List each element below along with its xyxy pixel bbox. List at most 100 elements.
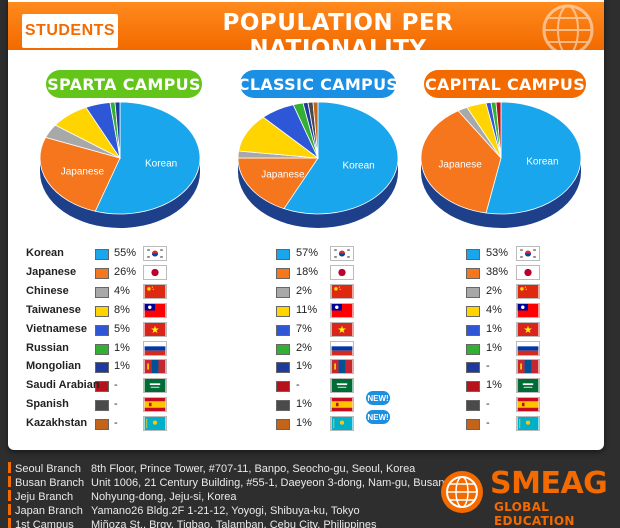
flag-cn — [330, 283, 354, 299]
legend-value: 38% — [486, 265, 509, 278]
branch-name: Jeju Branch — [15, 491, 74, 503]
slice-label: Korean — [526, 157, 558, 168]
footer-bullet — [8, 476, 11, 487]
legend-nationality: Kazakhstan — [26, 417, 88, 430]
flag-cn-part — [520, 286, 524, 291]
legend-swatch — [95, 249, 109, 260]
legend-value: 1% — [486, 341, 502, 354]
legend-value: 4% — [486, 303, 502, 316]
campus-title: CAPITAL CAMPUS — [424, 70, 586, 98]
flag-jp — [143, 264, 167, 280]
flag-sa-part — [149, 383, 161, 386]
flag-cn-part — [339, 288, 341, 290]
footer-branch-row: Jeju Branch Nohyung-dong, Jeju-si, Korea — [8, 490, 237, 503]
legend-nationality: Mongolian — [26, 360, 81, 373]
flag-kz — [143, 416, 167, 432]
flag-kr-part — [338, 253, 346, 257]
flag-es-part — [517, 401, 539, 408]
flag-kr — [516, 246, 540, 261]
flag-ru-part — [517, 341, 539, 346]
legend-swatch — [95, 362, 109, 374]
flag-kz — [516, 416, 540, 432]
flag-sa-part — [144, 379, 166, 393]
flag-cn-part — [331, 284, 353, 298]
flag-ru-part — [331, 345, 353, 351]
legend-swatch — [95, 286, 109, 298]
flag-mn — [330, 359, 354, 375]
pie-slice-jp — [237, 157, 319, 210]
slice-label: Japanese — [438, 160, 482, 171]
flag-vn-part — [338, 325, 346, 333]
flag-jp — [516, 264, 540, 280]
legend-swatch — [95, 343, 109, 355]
flag-mn — [516, 359, 540, 375]
legend-swatch — [276, 267, 290, 279]
legend-swatch — [276, 324, 290, 336]
legend-swatch — [95, 305, 109, 317]
flag-jp-part — [524, 268, 532, 277]
students-tab: STUDENTS — [22, 14, 118, 48]
legend-swatch — [95, 419, 109, 431]
legend-swatch — [466, 267, 480, 279]
infographic-card: STUDENTS POPULATION PER NATIONALITY SPAR… — [8, 0, 604, 450]
legend-swatch — [95, 400, 109, 412]
legend-nationality: Korean — [26, 247, 64, 259]
flag-ru-part — [144, 350, 166, 355]
pie-slice-jp — [39, 136, 121, 212]
flag-kr-part — [520, 256, 523, 258]
legend-value: 57% — [296, 247, 319, 259]
legend-swatch — [276, 343, 290, 355]
flag-kr-part — [147, 249, 150, 251]
flag-mn-part — [531, 360, 539, 374]
flag-tw — [516, 302, 540, 318]
branch-name: Seoul Branch — [15, 463, 82, 475]
legend-value: 1% — [114, 341, 130, 354]
branch-address: Miñoza St., Brgy, Tigbao, Talamban, Cebu… — [91, 519, 377, 528]
flag-es — [330, 397, 354, 413]
footer-branch-row: 1st Campus Miñoza St., Brgy, Tigbao, Tala… — [8, 518, 377, 528]
flag-es-part — [331, 401, 353, 408]
pie-chart: Korean Japanese — [237, 101, 399, 228]
flag-es-part — [521, 402, 525, 407]
flag-kz-part — [525, 420, 531, 425]
legend-value: 2% — [296, 341, 312, 354]
flag-kz-part — [519, 418, 521, 429]
pie-slice-kr — [94, 101, 201, 215]
flag-ru — [143, 340, 167, 356]
flag-sa-part — [336, 383, 348, 386]
pie-slice-kr — [283, 101, 399, 215]
flag-mn-part — [334, 363, 336, 370]
new-badge: NEW! — [366, 391, 390, 406]
flag-ru-part — [331, 350, 353, 355]
flag-sa-part — [150, 387, 160, 388]
footer-bullet — [8, 462, 11, 473]
flag-tw — [143, 302, 167, 318]
flag-cn-part — [525, 288, 527, 290]
legend-nationality: Chinese — [26, 284, 69, 297]
flag-kr-part — [520, 249, 523, 251]
flag-mn-part — [345, 360, 353, 374]
flag-cn-part — [524, 286, 527, 288]
flag-kr-part — [347, 249, 350, 251]
flag-jp-part — [338, 268, 346, 277]
branch-address: Yamano26 Bldg.2F 1-21-12, Yoyogi, Shibuy… — [91, 505, 360, 517]
logo-tagline: GLOBAL EDUCATION — [494, 500, 575, 528]
flag-kr-part — [160, 256, 163, 258]
flag-ru-part — [331, 341, 353, 346]
flag-sa — [143, 378, 167, 394]
slice-label: Korean — [145, 159, 177, 170]
legend-value: 8% — [114, 303, 130, 316]
legend-nationality: Saudi Arabian — [26, 379, 100, 392]
legend-value: 1% — [486, 379, 502, 392]
legend-value: 2% — [486, 284, 502, 297]
flag-ru — [516, 340, 540, 356]
legend-value: - — [486, 398, 490, 411]
flag-kr-part — [160, 249, 163, 251]
footer-branch-row: Busan Branch Unit 1006, 21 Century Buildi… — [8, 476, 480, 489]
flag-es-part — [335, 402, 339, 407]
legend-swatch — [466, 362, 480, 374]
flag-cn-part — [147, 286, 151, 291]
flag-kz-part — [333, 418, 335, 429]
legend-swatch — [466, 343, 480, 355]
legend-value: 18% — [296, 265, 319, 278]
